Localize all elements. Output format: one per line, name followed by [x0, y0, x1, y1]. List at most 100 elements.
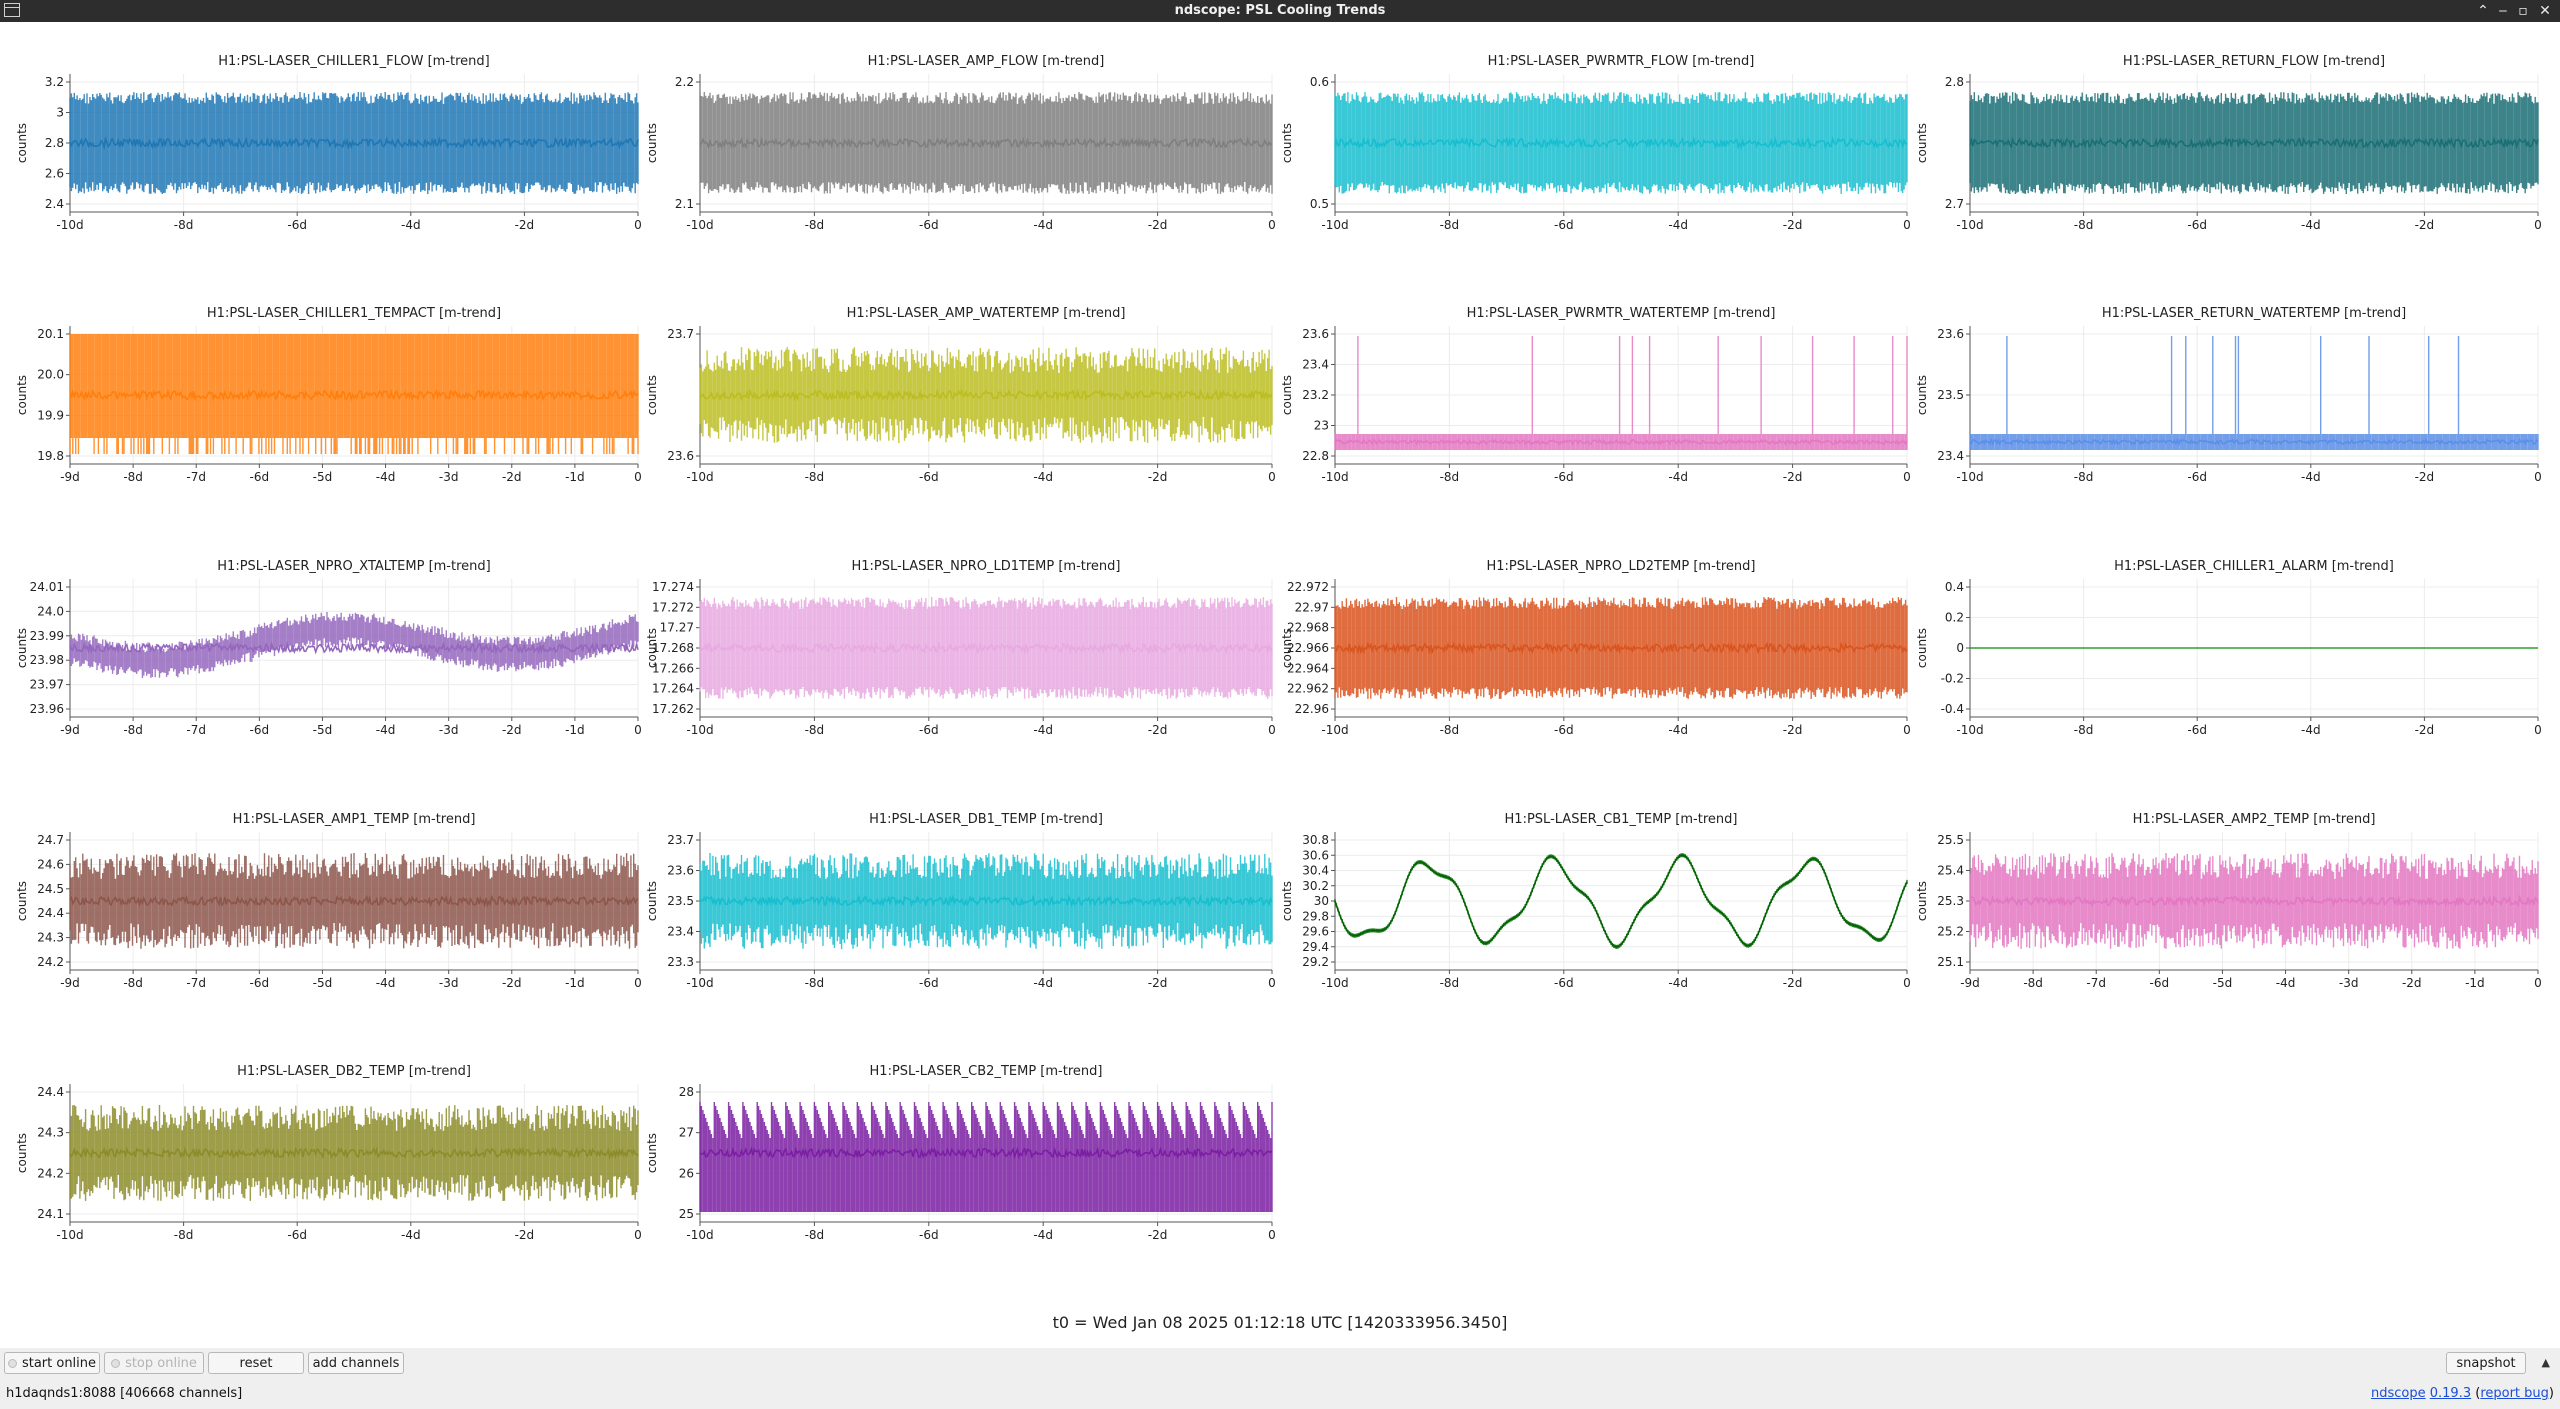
y-tick-label: 0.2: [1945, 611, 1964, 625]
data-trace: [699, 853, 1273, 949]
x-tick-label: -2d: [1148, 723, 1168, 737]
y-tick-label: 0: [1956, 641, 1964, 655]
trend-plot[interactable]: H1:PSL-LASER_AMP2_TEMP [m-trend] 25.1 25.2…: [1915, 812, 2542, 990]
y-tick-label: 23.99: [30, 629, 64, 643]
data-trace: [1334, 853, 1908, 949]
y-tick-label: 24.01: [30, 580, 64, 594]
y-axis-label: counts: [1280, 881, 1294, 921]
x-tick-label: -10d: [686, 470, 713, 484]
y-tick-label: 23: [1314, 419, 1329, 433]
y-tick-label: 23.6: [1937, 327, 1964, 341]
y-axis-label: counts: [15, 881, 29, 921]
chevron-up-icon[interactable]: ⌃: [2477, 3, 2489, 19]
y-tick-label: 24.3: [37, 931, 64, 945]
y-tick-label: 29.2: [1302, 955, 1329, 969]
trend-plot[interactable]: H1:PSL-LASER_DB2_TEMP [m-trend] 24.1 24.2 2…: [15, 1064, 642, 1242]
app-name-link[interactable]: ndscope: [2370, 1386, 2426, 1401]
trend-plot[interactable]: H1:PSL-LASER_NPRO_XTALTEMP [m-trend] 23.9…: [15, 559, 642, 737]
y-tick-label: 2.4: [45, 197, 64, 211]
trend-plot[interactable]: H1:PSL-LASER_CHILLER1_TEMPACT [m-trend] 1…: [15, 306, 642, 484]
trend-plot[interactable]: H1:PSL-LASER_PWRMTR_FLOW [m-trend] 0.5 0.6…: [1280, 54, 1911, 232]
trend-plot[interactable]: H1:PSL-LASER_DB1_TEMP [m-trend] 23.3 23.4 2…: [645, 812, 1276, 990]
x-tick-label: -2d: [2402, 976, 2422, 990]
trend-plot[interactable]: H1:PSL-LASER_AMP1_TEMP [m-trend] 24.2 24.3…: [15, 812, 642, 990]
trace-line: [1969, 136, 2539, 150]
stop-online-button[interactable]: stop online: [104, 1352, 204, 1374]
trace-band: [699, 853, 1273, 949]
y-tick-label: 29.6: [1302, 925, 1329, 939]
x-tick-label: -1d: [565, 976, 585, 990]
y-tick-label: -0.4: [1941, 702, 1964, 716]
status-bar: h1daqnds1:8088 [406668 channels] ndscope…: [0, 1378, 2560, 1409]
y-tick-label: 30: [1314, 894, 1329, 908]
x-tick-label: -4d: [2301, 470, 2321, 484]
trend-plot[interactable]: H1:PSL-LASER_AMP_WATERTEMP [m-trend] 23.6…: [645, 306, 1276, 484]
x-tick-label: 0: [1268, 218, 1276, 232]
x-tick-label: -6d: [287, 1228, 307, 1242]
x-tick-label: -2d: [1783, 723, 1803, 737]
data-trace: [69, 334, 639, 454]
online-indicator-icon: [7, 1359, 17, 1368]
data-trace: [1334, 92, 1908, 194]
maximize-icon[interactable]: ▫: [2518, 3, 2528, 19]
trend-plot[interactable]: H1:PSL-LASER_NPRO_LD2TEMP [m-trend] 22.96…: [1280, 559, 1911, 737]
trend-plot[interactable]: H1:PSL-LASER_RETURN_FLOW [m-trend] 2.7 2.8…: [1915, 54, 2542, 232]
x-tick-label: -4d: [401, 1228, 421, 1242]
y-tick-label: 0.5: [1310, 197, 1329, 211]
y-tick-label: 28: [679, 1085, 694, 1099]
trend-plot[interactable]: H1:PSL-LASER_CHILLER1_FLOW [m-trend] 2.4 2…: [15, 54, 642, 232]
x-tick-label: -2d: [1148, 218, 1168, 232]
y-tick-label: 23.98: [30, 653, 64, 667]
server-status: h1daqnds1:8088 [406668 channels]: [6, 1386, 243, 1401]
y-tick-label: -0.2: [1941, 672, 1964, 686]
y-tick-label: 17.262: [652, 702, 694, 716]
trend-plot[interactable]: H1:PSL-LASER_AMP_FLOW [m-trend] 2.1 2.2 -10…: [645, 54, 1276, 232]
y-tick-label: 3: [56, 106, 64, 120]
chevron-up-icon[interactable]: ▲: [2541, 1356, 2550, 1369]
trace-line: [699, 641, 1273, 655]
y-axis-label: counts: [1280, 628, 1294, 668]
y-tick-label: 17.274: [652, 580, 694, 594]
trend-plot[interactable]: H1:PSL-LASER_CB1_TEMP [m-trend]29.229.42…: [1280, 812, 1911, 990]
y-tick-label: 2.1: [675, 197, 694, 211]
x-tick-label: -9d: [1960, 976, 1980, 990]
y-tick-label: 2.6: [45, 167, 64, 181]
trend-plot[interactable]: H1:PSL-LASER_NPRO_LD1TEMP [m-trend] 17.26…: [645, 559, 1276, 737]
trend-plot[interactable]: H1:PSL-LASER_CHILLER1_ALARM [m-trend] -0.…: [1915, 559, 2542, 737]
plot-title: H1:PSL-LASER_CHILLER1_FLOW [m-trend]: [218, 54, 489, 69]
x-tick-label: -8d: [805, 218, 825, 232]
trend-plot[interactable]: H1:PSL-LASER_CB2_TEMP [m-trend] 25 26 27 28 -…: [645, 1064, 1276, 1242]
x-tick-label: -3d: [439, 976, 459, 990]
add-channels-button[interactable]: add channels: [308, 1352, 404, 1374]
minimize-icon[interactable]: ‒: [2498, 3, 2508, 19]
x-tick-label: -1d: [2465, 976, 2485, 990]
plot-title: H1:PSL-LASER_AMP_WATERTEMP [m-trend]: [847, 306, 1126, 321]
version-link[interactable]: 0.19.3: [2429, 1386, 2472, 1401]
y-tick-label: 22.966: [1287, 641, 1329, 655]
plot-title: H1:PSL-LASER_CB1_TEMP [m-trend]: [1505, 812, 1738, 827]
x-tick-label: -10d: [686, 218, 713, 232]
x-tick-label: -2d: [2415, 723, 2435, 737]
plot-grid: H1:PSL-LASER_CHILLER1_FLOW [m-trend] 2.4 2…: [0, 22, 2560, 1322]
y-tick-label: 30.4: [1302, 864, 1329, 878]
data-trace: [1334, 597, 1908, 699]
x-tick-label: -4d: [2301, 218, 2321, 232]
trace-line: [69, 894, 639, 908]
y-tick-label: 23.7: [667, 327, 694, 341]
x-tick-label: 0: [2534, 470, 2542, 484]
trend-plot[interactable]: H1:PSL-LASER_RETURN_WATERTEMP [m-trend] 2…: [1915, 306, 2542, 484]
y-tick-label: 17.264: [652, 682, 694, 696]
y-tick-label: 23.6: [667, 864, 694, 878]
start-online-button[interactable]: start online: [4, 1352, 100, 1374]
x-tick-label: -2d: [502, 976, 522, 990]
x-tick-label: 0: [1268, 723, 1276, 737]
trend-plot[interactable]: H1:PSL-LASER_PWRMTR_WATERTEMP [m-trend] 2…: [1280, 306, 1911, 484]
close-icon[interactable]: ✕: [2539, 3, 2551, 19]
report-bug-link[interactable]: report bug: [2480, 1386, 2549, 1401]
x-tick-label: 0: [1903, 723, 1911, 737]
x-tick-label: -8d: [123, 470, 143, 484]
reset-button[interactable]: reset: [208, 1352, 304, 1374]
snapshot-button[interactable]: snapshot: [2446, 1352, 2526, 1374]
x-tick-label: -2d: [1783, 470, 1803, 484]
y-tick-label: 24.2: [37, 1166, 64, 1180]
